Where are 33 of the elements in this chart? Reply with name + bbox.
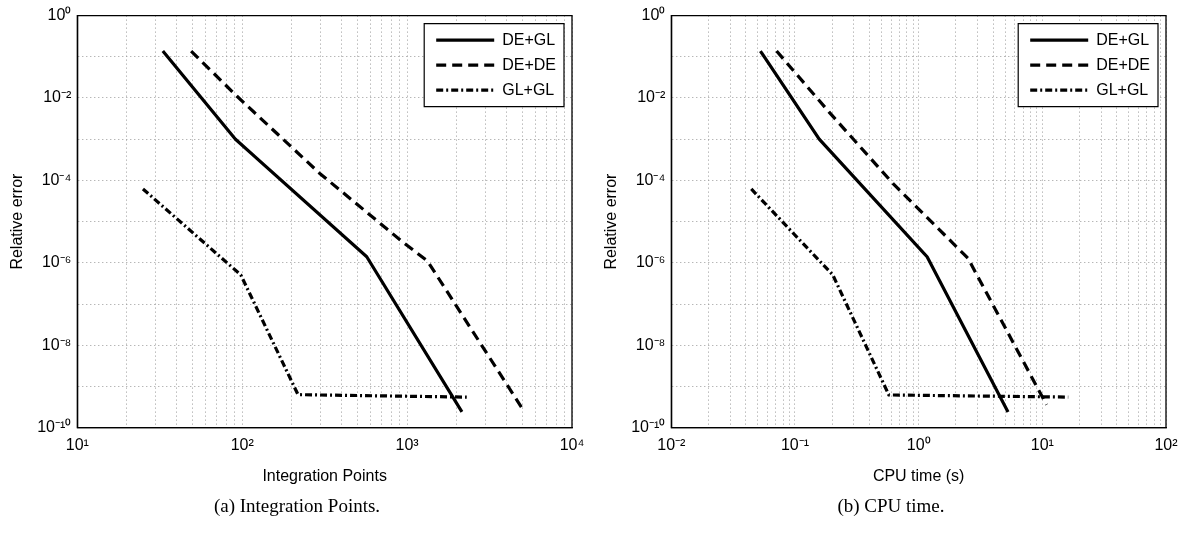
legend-label: DE+GL (1096, 30, 1150, 48)
y-tick-label: 10⁻² (637, 88, 666, 106)
legend-label: GL+GL (502, 80, 555, 98)
x-tick-label: 10⁴ (559, 435, 585, 453)
x-tick-label: 10¹ (65, 435, 89, 453)
y-tick-label: 10⁻¹⁰ (37, 418, 72, 436)
y-axis-title: Relative error (602, 172, 620, 270)
x-axis-title: Integration Points (262, 466, 387, 484)
legend-label: DE+DE (1096, 55, 1150, 73)
text: (a) Integration Points. (212, 495, 382, 517)
x-tick-label: 10⁻¹ (780, 435, 810, 453)
y-axis-title: Relative error (8, 172, 26, 270)
y-tick-label: 10⁻¹⁰ (631, 418, 666, 436)
text: (b) CPU time. (836, 495, 946, 517)
x-tick-label: 10⁰ (906, 435, 931, 453)
x-tick-label: 10¹ (1030, 435, 1054, 453)
y-tick-label: 10⁻² (43, 88, 72, 106)
x-tick-label: 10³ (395, 435, 420, 453)
x-tick-label: 10² (230, 435, 255, 453)
y-tick-label: 10⁰ (47, 6, 72, 24)
y-tick-label: 10⁻⁶ (41, 253, 72, 271)
y-tick-label: 10⁰ (641, 6, 666, 24)
legend-label: GL+GL (1096, 80, 1149, 98)
y-tick-label: 10⁻⁴ (41, 170, 72, 188)
legend-label: DE+DE (502, 55, 556, 73)
y-tick-label: 10⁻⁴ (635, 170, 666, 188)
y-tick-label: 10⁻⁸ (635, 335, 666, 353)
x-tick-label: 10⁻² (657, 435, 687, 453)
legend-label: DE+GL (502, 30, 556, 48)
y-tick-label: 10⁻⁸ (41, 335, 72, 353)
x-tick-label: 10² (1154, 435, 1179, 453)
y-tick-label: 10⁻⁶ (635, 253, 666, 271)
x-axis-title: CPU time (s) (872, 466, 965, 484)
